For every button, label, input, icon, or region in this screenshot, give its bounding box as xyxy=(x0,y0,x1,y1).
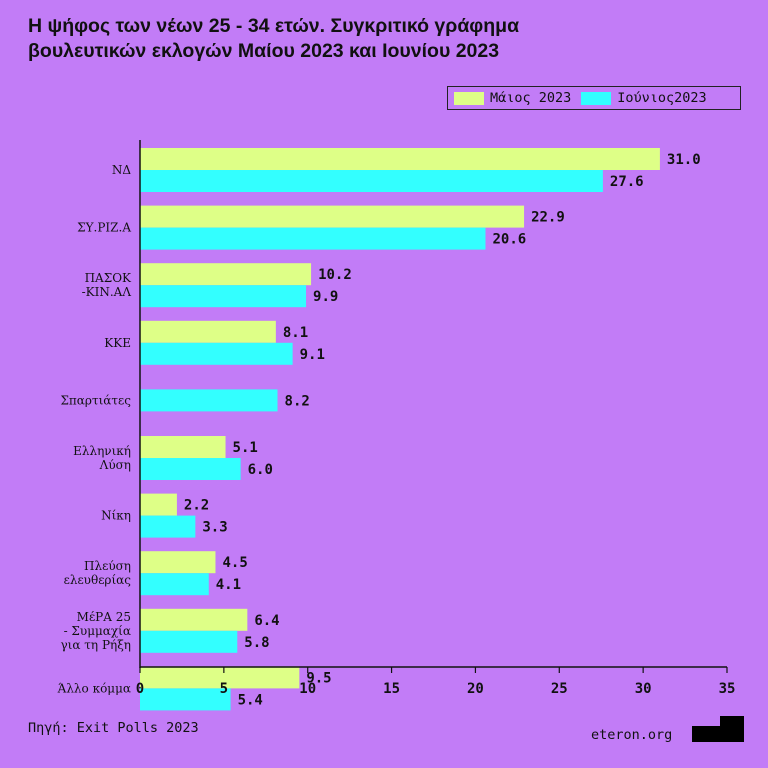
legend-swatch-june xyxy=(581,91,612,105)
bar-june-2 xyxy=(140,285,307,308)
x-tick-label-30: 30 xyxy=(635,681,652,697)
category-label-4: Σπαρτιάτες xyxy=(60,393,131,407)
category-label-line: ΝΔ xyxy=(112,163,132,177)
data-label-june-3: 9.1 xyxy=(300,347,325,363)
category-label-line: Σπαρτιάτες xyxy=(60,393,131,407)
legend-item-may: Μάιος 2023 xyxy=(454,90,571,106)
category-label-9: Άλλο κόμμα xyxy=(57,681,131,695)
bar-june-3 xyxy=(140,342,293,365)
bar-june-4 xyxy=(140,389,278,412)
chart-title-line-2: βουλευτικών εκλογών Μαίου 2023 και Ιουνί… xyxy=(28,40,500,62)
data-label-may-8: 6.4 xyxy=(254,613,279,629)
bar-june-8 xyxy=(140,630,238,653)
category-label-line: ΚΚΕ xyxy=(104,336,131,350)
data-label-june-4: 8.2 xyxy=(285,393,310,409)
x-tick-label-35: 35 xyxy=(719,681,736,697)
bar-may-9 xyxy=(140,666,300,689)
x-tick-label-5: 5 xyxy=(220,681,228,697)
category-label-line: ΣΥ.ΡΙΖ.Α xyxy=(77,221,131,235)
category-label-line: Πλεύση xyxy=(84,559,131,573)
data-label-may-5: 5.1 xyxy=(233,440,258,456)
data-label-june-1: 20.6 xyxy=(492,232,526,248)
x-tick-label-0: 0 xyxy=(136,681,144,697)
bar-june-0 xyxy=(140,170,603,192)
legend-swatch-may xyxy=(454,91,484,105)
data-label-may-6: 2.2 xyxy=(184,498,209,514)
category-label-3: ΚΚΕ xyxy=(104,336,131,350)
data-label-may-0: 31.0 xyxy=(667,152,701,168)
bar-may-8 xyxy=(140,608,248,631)
bar-may-0 xyxy=(140,148,660,170)
bar-june-9 xyxy=(140,688,231,711)
x-tick-label-10: 10 xyxy=(299,681,316,697)
data-label-may-3: 8.1 xyxy=(283,325,308,341)
bar-may-7 xyxy=(140,551,216,574)
bar-june-1 xyxy=(140,227,486,250)
bar-may-3 xyxy=(140,320,276,343)
legend: Μάιος 2023 Ιούνιος2023 xyxy=(447,86,741,110)
category-label-6: Νίκη xyxy=(101,509,131,523)
eteron-logo-icon xyxy=(692,716,744,742)
bar-may-5 xyxy=(140,436,226,458)
category-label-2: ΠΑΣΟΚ -ΚΙΝ.ΑΛ xyxy=(82,271,132,299)
category-label-line: Ελληνική xyxy=(73,444,131,458)
bar-may-2 xyxy=(140,263,312,286)
data-label-june-0: 27.6 xyxy=(610,174,644,190)
x-tick-label-20: 20 xyxy=(467,681,484,697)
category-label-5: Ελληνική Λύση xyxy=(73,444,131,472)
x-tick-label-15: 15 xyxy=(383,681,400,697)
x-tick-label-25: 25 xyxy=(551,681,568,697)
category-label-line: ΜέΡΑ 25 xyxy=(77,610,131,624)
category-label-8: ΜέΡΑ 25- Συμμαχία για τη Ρήξη xyxy=(61,610,132,652)
category-label-line: -ΚΙΝ.ΑΛ xyxy=(82,285,132,299)
category-label-7: Πλεύση ελευθερίας xyxy=(64,559,132,587)
category-label-line: Λύση xyxy=(99,458,131,472)
category-label-line: Άλλο κόμμα xyxy=(57,681,131,695)
category-label-line: για τη Ρήξη xyxy=(61,638,132,652)
data-label-may-7: 4.5 xyxy=(222,555,247,571)
data-label-june-5: 6.0 xyxy=(248,462,273,478)
bar-may-6 xyxy=(140,493,177,516)
chart-title-line-1: Η ψήφος των νέων 25 - 34 ετών. Συγκριτικ… xyxy=(28,15,520,37)
data-label-june-7: 4.1 xyxy=(216,577,241,593)
bar-may-1 xyxy=(140,205,525,228)
data-label-may-2: 10.2 xyxy=(318,267,352,283)
bar-june-5 xyxy=(140,458,241,480)
category-label-line: ελευθερίας xyxy=(64,573,132,587)
data-label-june-2: 9.9 xyxy=(313,289,338,305)
category-label-line: - Συμμαχία xyxy=(64,624,131,638)
category-label-0: ΝΔ xyxy=(112,163,132,177)
data-label-june-9: 5.4 xyxy=(238,692,263,708)
chart-title: Η ψήφος των νέων 25 - 34 ετών. Συγκριτικ… xyxy=(28,14,748,64)
data-label-may-9: 9.5 xyxy=(306,670,331,686)
source-note: Πηγή: Exit Polls 2023 xyxy=(28,720,199,736)
data-label-june-6: 3.3 xyxy=(202,520,227,536)
category-label-line: Νίκη xyxy=(101,509,131,523)
data-label-may-1: 22.9 xyxy=(531,210,565,226)
legend-label-june: Ιούνιος2023 xyxy=(617,90,707,106)
bar-june-7 xyxy=(140,573,209,596)
data-label-june-8: 5.8 xyxy=(244,635,269,651)
category-label-line: ΠΑΣΟΚ xyxy=(85,271,132,285)
legend-label-may: Μάιος 2023 xyxy=(490,90,572,106)
bar-june-6 xyxy=(140,515,196,538)
category-label-1: ΣΥ.ΡΙΖ.Α xyxy=(77,221,131,235)
legend-item-june: Ιούνιος2023 xyxy=(581,90,707,106)
site-name: eteron.org xyxy=(591,727,673,743)
